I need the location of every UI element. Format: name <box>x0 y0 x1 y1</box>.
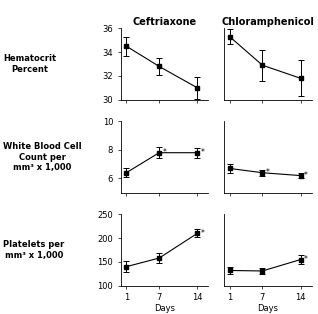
X-axis label: Days: Days <box>257 304 278 313</box>
Text: *: * <box>266 168 270 177</box>
Title: Chloramphenicol: Chloramphenicol <box>221 18 314 28</box>
Text: *: * <box>304 171 308 180</box>
Text: White Blood Cell
Count per
mm³ x 1,000: White Blood Cell Count per mm³ x 1,000 <box>3 142 82 172</box>
Text: *: * <box>201 229 204 238</box>
Text: Hematocrit
Percent: Hematocrit Percent <box>3 54 56 74</box>
Title: Ceftriaxone: Ceftriaxone <box>133 18 197 28</box>
Text: Platelets per
mm³ x 1,000: Platelets per mm³ x 1,000 <box>3 240 65 260</box>
Text: *: * <box>162 148 166 157</box>
X-axis label: Days: Days <box>154 304 175 313</box>
Text: *: * <box>201 148 204 157</box>
Text: *: * <box>304 255 308 264</box>
